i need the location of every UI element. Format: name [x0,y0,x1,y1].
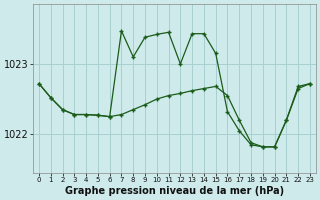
X-axis label: Graphe pression niveau de la mer (hPa): Graphe pression niveau de la mer (hPa) [65,186,284,196]
